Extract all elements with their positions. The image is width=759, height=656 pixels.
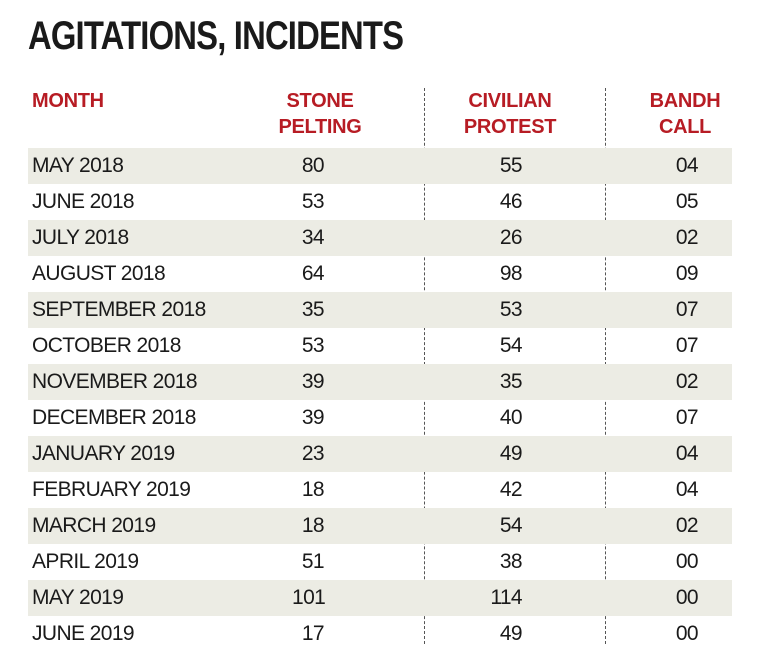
- civilian-protest-cell: 26: [499, 226, 523, 249]
- bandh-call-cell: 04: [675, 442, 699, 465]
- civilian-protest-cell: 98: [499, 262, 523, 285]
- stone-pelting-cell: 17: [301, 622, 325, 645]
- month-cell: JULY 2018: [32, 226, 129, 249]
- stone-pelting-cell: 101: [292, 586, 326, 609]
- month-cell: JUNE 2018: [32, 190, 135, 213]
- table-row: JUNE 2019 17 49 00: [28, 616, 732, 652]
- table-row: APRIL 2019 51 38 00: [28, 544, 732, 580]
- month-cell: OCTOBER 2018: [32, 334, 181, 357]
- table-row: SEPTEMBER 2018 35 53 07: [28, 292, 732, 328]
- civilian-protest-cell: 55: [499, 154, 523, 177]
- bandh-call-cell: 07: [675, 406, 699, 429]
- civilian-protest-cell: 46: [499, 190, 523, 213]
- table-row: FEBRUARY 2019 18 42 04: [28, 472, 732, 508]
- civilian-protest-cell: 54: [499, 334, 523, 357]
- table-row: JANUARY 2019 23 49 04: [28, 436, 732, 472]
- table-row: AUGUST 2018 64 98 09: [28, 256, 732, 292]
- stone-header-line2: PELTING: [278, 116, 362, 138]
- month-cell: DECEMBER 2018: [32, 406, 196, 429]
- month-cell: JUNE 2019: [32, 622, 135, 645]
- civilian-protest-cell: 38: [499, 550, 523, 573]
- table-row: DECEMBER 2018 39 40 07: [28, 400, 732, 436]
- month-cell: MARCH 2019: [32, 514, 156, 537]
- bandh-call-cell: 00: [675, 622, 699, 645]
- stone-pelting-cell: 39: [301, 406, 325, 429]
- stone-pelting-cell: 18: [301, 478, 325, 501]
- bandh-call-cell: 00: [675, 550, 699, 573]
- bandh-call-cell: 04: [675, 154, 699, 177]
- civilian-protest-cell: 53: [499, 298, 523, 321]
- civilian-protest-cell: 42: [499, 478, 523, 501]
- stone-pelting-cell: 53: [301, 334, 325, 357]
- month-cell: JANUARY 2019: [32, 442, 175, 465]
- stone-pelting-cell: 64: [301, 262, 325, 285]
- table-row: NOVEMBER 2018 39 35 02: [28, 364, 732, 400]
- month-cell: MAY 2019: [32, 586, 124, 609]
- month-cell: FEBRUARY 2019: [32, 478, 191, 501]
- bandh-call-cell: 02: [675, 226, 699, 249]
- stone-pelting-cell: 34: [301, 226, 325, 249]
- table-row: OCTOBER 2018 53 54 07: [28, 328, 732, 364]
- data-table: MAY 2018 80 55 04 JUNE 2018 53 46 05 JULY 2018 34…: [28, 148, 732, 652]
- bandh-call-cell: 09: [675, 262, 699, 285]
- civilian-protest-cell: 114: [490, 586, 522, 609]
- stone-pelting-cell: 53: [301, 190, 325, 213]
- stone-pelting-cell: 23: [301, 442, 325, 465]
- table-row: MAY 2019 101 114 00: [28, 580, 732, 616]
- table-row: MARCH 2019 18 54 02: [28, 508, 732, 544]
- bandh-call-cell: 07: [675, 334, 699, 357]
- table-row: MAY 2018 80 55 04: [28, 148, 732, 184]
- table-row: JUNE 2018 53 46 05: [28, 184, 732, 220]
- month-cell: AUGUST 2018: [32, 262, 166, 285]
- column-header-stone-pelting: STONE PELTING: [260, 88, 380, 140]
- civilian-header-line1: CIVILIAN: [468, 90, 552, 112]
- bandh-call-cell: 02: [675, 514, 699, 537]
- bandh-call-cell: 05: [675, 190, 699, 213]
- column-header-month: MONTH: [32, 88, 104, 114]
- month-cell: NOVEMBER 2018: [32, 370, 198, 393]
- month-cell: MAY 2018: [32, 154, 124, 177]
- stone-pelting-cell: 18: [301, 514, 325, 537]
- stone-pelting-cell: 35: [301, 298, 325, 321]
- stone-pelting-cell: 51: [301, 550, 325, 573]
- bandh-header-line1: BANDH: [649, 90, 721, 112]
- civilian-protest-cell: 49: [499, 442, 523, 465]
- civilian-header-line2: PROTEST: [463, 116, 557, 138]
- month-header-label: MONTH: [32, 90, 104, 112]
- civilian-protest-cell: 40: [499, 406, 523, 429]
- bandh-call-cell: 04: [675, 478, 699, 501]
- bandh-call-cell: 02: [675, 370, 699, 393]
- month-cell: APRIL 2019: [32, 550, 139, 573]
- month-cell: SEPTEMBER 2018: [32, 298, 206, 321]
- bandh-call-cell: 07: [675, 298, 699, 321]
- column-header-bandh-call: BANDH CALL: [630, 88, 740, 140]
- civilian-protest-cell: 49: [499, 622, 523, 645]
- column-header-civilian-protest: CIVILIAN PROTEST: [450, 88, 570, 140]
- page-title: AGITATIONS, INCIDENTS: [28, 14, 404, 58]
- stone-pelting-cell: 39: [301, 370, 325, 393]
- stone-pelting-cell: 80: [301, 154, 325, 177]
- table-row: JULY 2018 34 26 02: [28, 220, 732, 256]
- bandh-header-line2: CALL: [658, 116, 712, 138]
- civilian-protest-cell: 35: [499, 370, 523, 393]
- stone-header-line1: STONE: [286, 90, 354, 112]
- bandh-call-cell: 00: [675, 586, 699, 609]
- civilian-protest-cell: 54: [499, 514, 523, 537]
